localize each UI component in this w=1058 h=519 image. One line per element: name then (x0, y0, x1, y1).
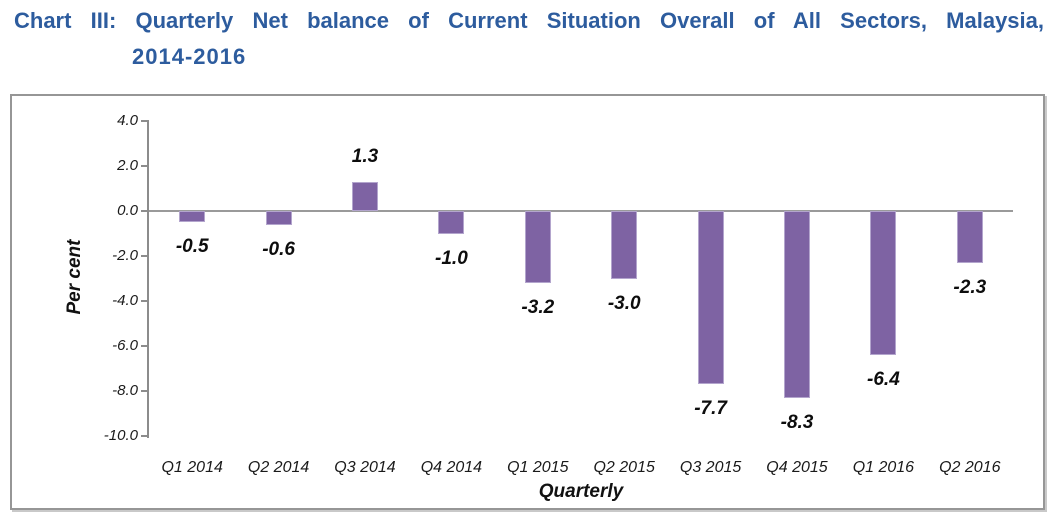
bar-value-label: -0.6 (262, 238, 295, 260)
y-tick-label: -8.0 (112, 382, 138, 399)
y-tick-label: -2.0 (112, 247, 138, 264)
bar (956, 211, 983, 263)
x-tick-label: Q4 2014 (420, 459, 483, 476)
y-axis-line (147, 121, 149, 438)
y-tick-mark (141, 165, 149, 167)
bar (784, 211, 810, 398)
bar-value-label: -3.2 (521, 297, 555, 318)
chart-frame: Per cent 4.0 2.0 0.0 -2.0 -4.0 -6.0 -8.0 -10.0 … (10, 94, 1045, 510)
x-tick-label: Q2 2016 (939, 459, 1001, 476)
x-tick-label: Q2 2014 (247, 459, 310, 476)
bar-value-label: -3.0 (607, 292, 641, 314)
x-tick-label: Q2 2015 (593, 459, 655, 476)
bar-value-label: -8.3 (780, 411, 814, 433)
bar (870, 211, 897, 355)
bar-value-label: -7.7 (694, 398, 727, 420)
bar (438, 211, 465, 234)
chart-title-line1: Chart III: Quarterly Net balance of Curr… (14, 8, 1044, 33)
y-tick-mark (141, 255, 149, 257)
zero-baseline (149, 210, 1013, 212)
y-tick-label: 0.0 (117, 202, 138, 219)
x-tick-label: Q4 2015 (766, 459, 828, 476)
x-tick-label: Q1 2015 (507, 459, 569, 476)
bar (352, 181, 378, 211)
chart-title-line2: 2014-2016 (132, 44, 247, 69)
bar-value-label: -0.5 (175, 236, 209, 258)
bar (524, 211, 551, 283)
x-tick-label: Q1 2014 (161, 459, 223, 476)
y-tick-mark (141, 120, 149, 122)
chart-title: Chart III: Quarterly Net balance of Curr… (14, 6, 1044, 72)
y-tick-label: 2.0 (117, 157, 138, 174)
x-tick-label: Q3 2015 (679, 459, 742, 476)
bar (265, 211, 292, 225)
y-tick-label: -6.0 (112, 337, 138, 354)
bar (611, 211, 638, 279)
bar (697, 211, 724, 385)
bar-value-label: -6.4 (867, 369, 900, 390)
y-tick-mark (141, 435, 149, 437)
bar-value-label: -2.3 (953, 276, 987, 298)
y-tick-mark (141, 300, 149, 302)
x-axis-title: Quarterly (538, 481, 624, 502)
bar-value-label: 1.3 (351, 145, 379, 167)
bar-value-label: -1.0 (435, 247, 468, 269)
x-tick-label: Q3 2014 (334, 459, 396, 476)
y-tick-mark (141, 210, 149, 212)
x-tick-label: Q1 2016 (852, 459, 915, 476)
y-tick-label: -4.0 (112, 292, 138, 309)
y-tick-mark (141, 390, 149, 392)
y-tick-label: -10.0 (103, 427, 138, 444)
y-tick-label: 4.0 (117, 112, 138, 129)
bar (179, 211, 206, 223)
y-tick-mark (141, 345, 149, 347)
